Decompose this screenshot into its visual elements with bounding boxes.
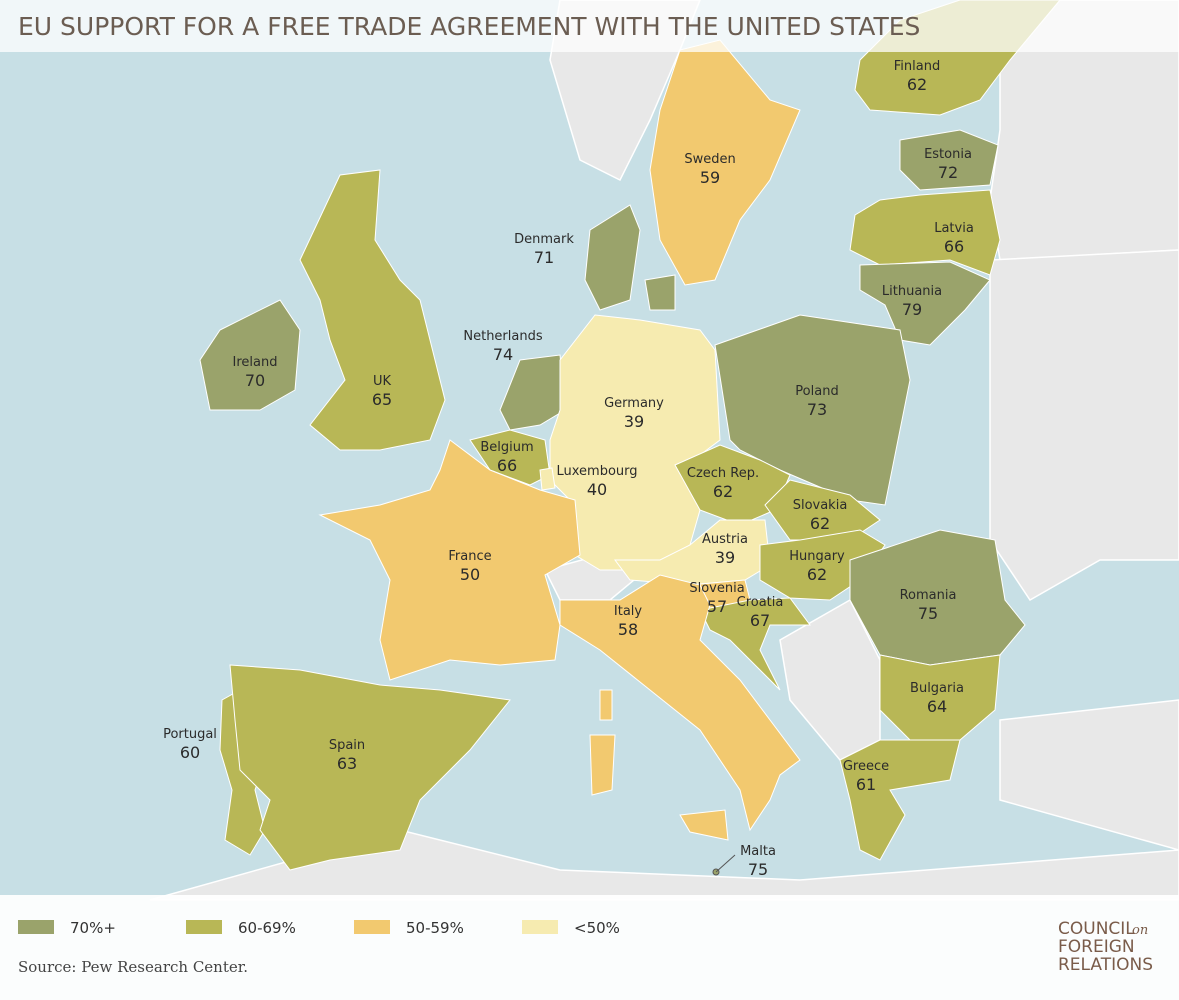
country (559, 574, 801, 832)
country-value: 67 (750, 611, 770, 630)
country-name: France (448, 549, 491, 564)
country-value: 39 (715, 548, 735, 567)
source: Source: Pew Research Center. (18, 958, 248, 976)
country-name: Czech Rep. (687, 466, 759, 481)
country-value: 65 (372, 390, 392, 409)
country-name: Denmark (514, 232, 574, 247)
country (299, 169, 446, 451)
country (644, 274, 676, 311)
legend-label: 70%+ (70, 919, 116, 937)
country (229, 664, 511, 871)
country (849, 189, 1001, 276)
logo-text: RELATIONS (1058, 955, 1153, 975)
country-name: Germany (604, 396, 664, 411)
country-name: Malta (740, 844, 776, 859)
country-name: Estonia (924, 147, 972, 162)
country-value: 62 (713, 482, 733, 501)
country (199, 299, 301, 411)
country-name: Croatia (737, 595, 784, 610)
legend-label: 50-59% (406, 919, 464, 937)
legend-label: <50% (574, 919, 620, 937)
country-name: Ireland (233, 355, 278, 370)
country-name: Portugal (163, 727, 217, 742)
country-name: Spain (329, 738, 365, 753)
country-name: Sweden (684, 152, 735, 167)
legend-swatch (186, 920, 222, 934)
country-value: 72 (938, 163, 958, 182)
country (839, 739, 961, 861)
country (539, 467, 556, 491)
country-name: Belgium (480, 440, 533, 455)
country (714, 314, 911, 506)
country (899, 129, 999, 191)
country-value: 75 (748, 860, 768, 879)
country-name: Finland (894, 59, 940, 74)
country-name: Hungary (789, 549, 845, 564)
country (764, 479, 881, 541)
logo-text: on (1132, 923, 1148, 938)
country-value: 63 (337, 754, 357, 773)
country-name: Austria (702, 532, 748, 547)
legend-swatch (354, 920, 390, 934)
legend-swatch (18, 920, 54, 934)
country (318, 439, 581, 681)
logo-text: FOREIGN (1058, 937, 1135, 957)
country-value: 40 (587, 480, 607, 499)
country-name: Romania (900, 588, 957, 603)
country (499, 354, 566, 431)
legend-swatch (522, 920, 558, 934)
country-value: 59 (700, 168, 720, 187)
country-value: 50 (460, 565, 480, 584)
country-value: 71 (534, 248, 554, 267)
country-name: Slovenia (689, 581, 744, 596)
country-value: 62 (907, 75, 927, 94)
country (879, 654, 1001, 741)
footer-band (0, 895, 1179, 1000)
country (679, 809, 729, 841)
country-name: Bulgaria (910, 681, 964, 696)
logo-text: COUNCIL (1058, 919, 1135, 939)
country (849, 529, 1026, 666)
country-name: Greece (843, 759, 889, 774)
country-value: 66 (944, 237, 964, 256)
country-name: Latvia (934, 221, 974, 236)
country (584, 204, 641, 311)
title: EU SUPPORT FOR A FREE TRADE AGREEMENT WI… (18, 12, 920, 41)
country (599, 689, 613, 721)
country-name: Netherlands (463, 329, 542, 344)
country-value: 60 (180, 743, 200, 762)
country-value: 70 (245, 371, 265, 390)
non-eu-land (149, 0, 1179, 901)
country-value: 58 (618, 620, 638, 639)
country-value: 62 (807, 565, 827, 584)
legend-label: 60-69% (238, 919, 296, 937)
country (589, 734, 616, 796)
country-name: Poland (795, 384, 838, 399)
country-value: 64 (927, 697, 947, 716)
country-value: 79 (902, 300, 922, 319)
country-name: Slovakia (793, 498, 848, 513)
country-name: Italy (614, 604, 643, 619)
country (649, 39, 801, 286)
country-value: 39 (624, 412, 644, 431)
leader-line (715, 854, 736, 873)
country-value: 61 (856, 775, 876, 794)
title-band (0, 0, 1179, 52)
country-value: 74 (493, 345, 513, 364)
country-value: 57 (707, 597, 727, 616)
country-name: Luxembourg (556, 464, 637, 479)
country-name: Lithuania (882, 284, 942, 299)
country-value: 66 (497, 456, 517, 475)
country-value: 75 (918, 604, 938, 623)
country-name: UK (373, 374, 392, 389)
country-value: 62 (810, 514, 830, 533)
country (859, 261, 991, 346)
country (699, 597, 811, 691)
country-value: 73 (807, 400, 827, 419)
